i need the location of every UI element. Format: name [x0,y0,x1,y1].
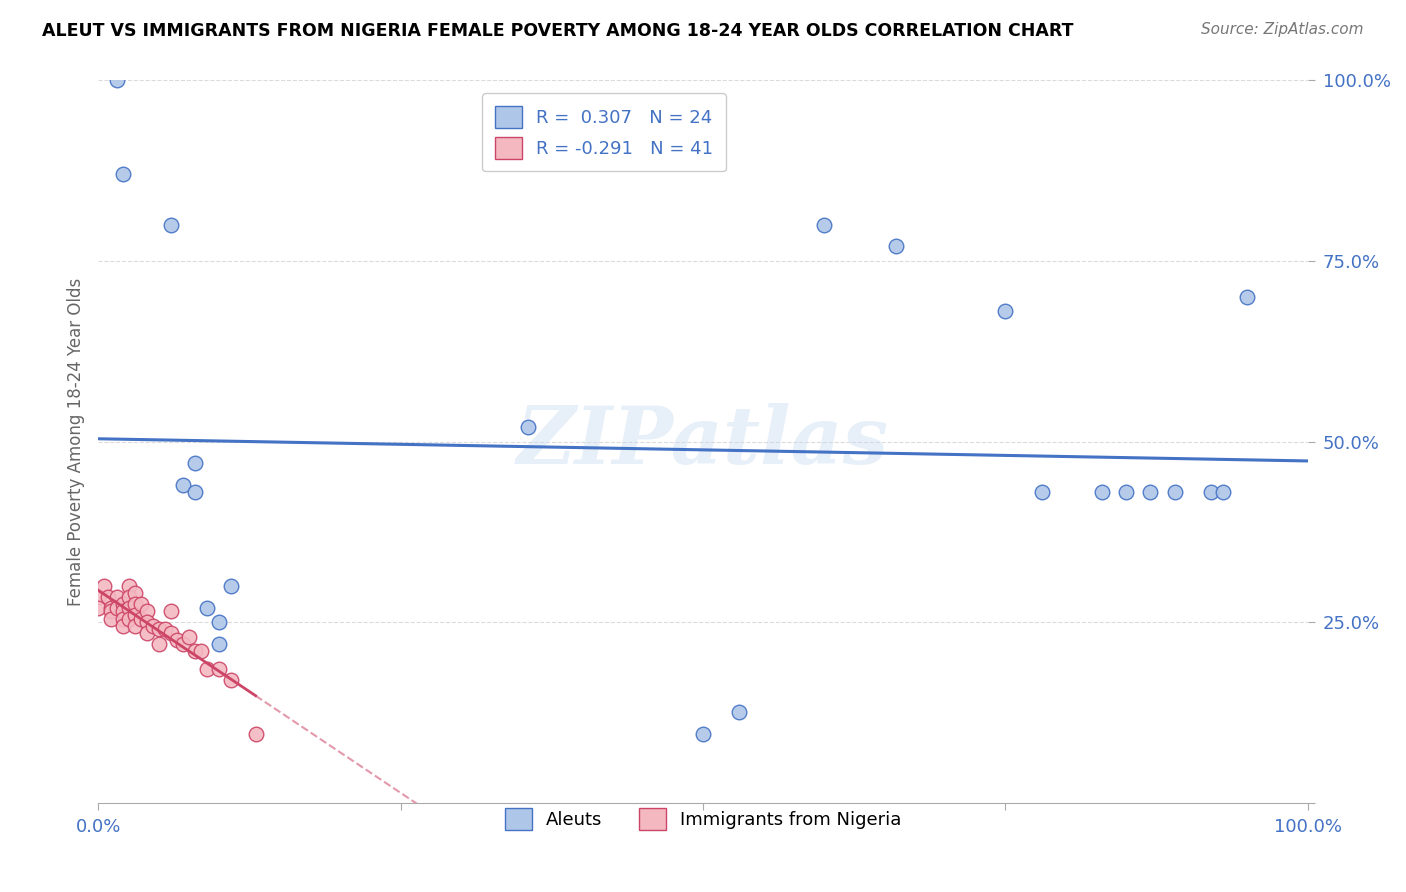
Point [692,727,714,741]
Point [153,623,176,637]
Legend: Aleuts, Immigrants from Nigeria: Aleuts, Immigrants from Nigeria [498,801,908,837]
Point [118,611,141,625]
Point [166,633,188,648]
Point [994,304,1017,318]
Point [208,615,231,630]
Point [135,626,157,640]
Point [124,586,146,600]
Point [105,600,128,615]
Point [135,615,157,630]
Point [195,662,218,676]
Point [93,579,115,593]
Point [184,644,207,658]
Point [124,619,146,633]
Point [148,637,170,651]
Point [105,73,128,87]
Text: Source: ZipAtlas.com: Source: ZipAtlas.com [1201,22,1364,37]
Point [118,590,141,604]
Point [118,579,141,593]
Point [105,590,128,604]
Point [135,604,157,618]
Point [179,630,201,644]
Y-axis label: Female Poverty Among 18-24 Year Olds: Female Poverty Among 18-24 Year Olds [66,277,84,606]
Point [184,456,207,470]
Point [111,597,134,611]
Point [118,600,141,615]
Point [208,637,231,651]
Point [1115,485,1137,500]
Text: ALEUT VS IMMIGRANTS FROM NIGERIA FEMALE POVERTY AMONG 18-24 YEAR OLDS CORRELATIO: ALEUT VS IMMIGRANTS FROM NIGERIA FEMALE … [42,22,1074,40]
Point [208,662,231,676]
Point [221,673,243,687]
Point [160,626,183,640]
Point [129,611,152,625]
Point [111,619,134,633]
Point [142,619,165,633]
Point [97,590,120,604]
Text: ZIPatlas: ZIPatlas [517,403,889,480]
Point [1031,485,1053,500]
Point [100,600,122,615]
Point [124,597,146,611]
Point [124,607,146,622]
Point [100,611,122,625]
Point [1091,485,1114,500]
Point [221,579,243,593]
Point [172,637,194,651]
Point [148,623,170,637]
Point [1199,485,1222,500]
Point [190,644,212,658]
Point [728,706,751,720]
Point [245,727,267,741]
Point [184,485,207,500]
Point [1163,485,1185,500]
Point [129,597,152,611]
Point [516,420,538,434]
Point [100,604,122,618]
Point [886,239,908,253]
Point [111,167,134,181]
Point [87,600,110,615]
Point [813,218,835,232]
Point [1212,485,1234,500]
Point [1139,485,1161,500]
Point [160,604,183,618]
Point [160,218,183,232]
Point [172,478,194,492]
Point [111,611,134,625]
Point [1236,290,1258,304]
Point [87,590,110,604]
Point [195,600,218,615]
Point [111,604,134,618]
